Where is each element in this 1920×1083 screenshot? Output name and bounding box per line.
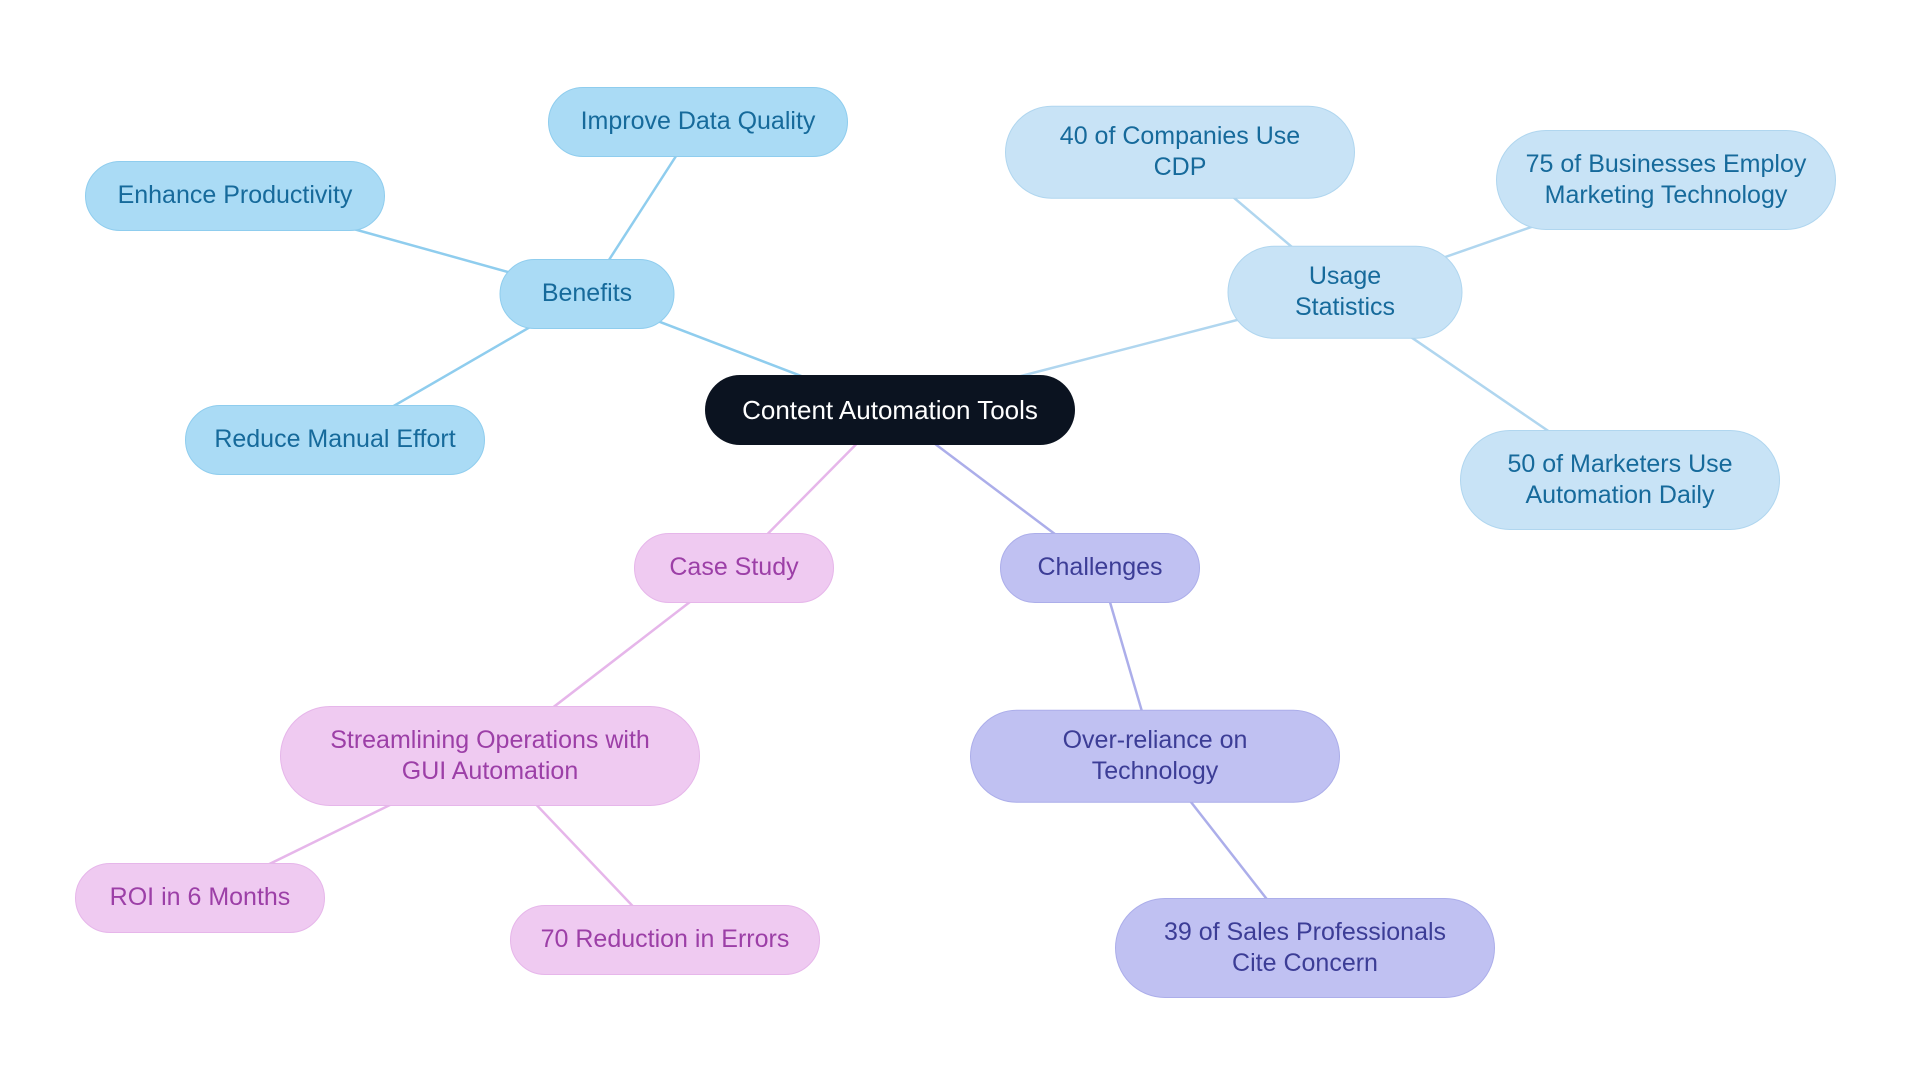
node-employ_tech: 75 of Businesses Employ Marketing Techno… [1496, 130, 1836, 230]
node-daily_auto: 50 of Marketers Use Automation Daily [1460, 430, 1780, 530]
node-label: Enhance Productivity [118, 180, 353, 211]
node-root: Content Automation Tools [705, 375, 1075, 445]
node-label: Reduce Manual Effort [214, 424, 455, 455]
node-roi: ROI in 6 Months [75, 863, 325, 933]
node-reduce_manual: Reduce Manual Effort [185, 405, 485, 475]
node-label: Content Automation Tools [742, 394, 1038, 427]
node-enhance_prod: Enhance Productivity [85, 161, 385, 231]
node-label: 75 of Businesses Employ Marketing Techno… [1525, 149, 1807, 212]
node-usage: Usage Statistics [1228, 246, 1463, 339]
node-label: 70 Reduction in Errors [541, 924, 790, 955]
node-benefits: Benefits [500, 259, 675, 329]
node-label: Challenges [1037, 552, 1162, 583]
node-concern: 39 of Sales Professionals Cite Concern [1115, 898, 1495, 998]
node-errors: 70 Reduction in Errors [510, 905, 820, 975]
node-label: 50 of Marketers Use Automation Daily [1489, 449, 1751, 512]
node-label: 40 of Companies Use CDP [1034, 121, 1326, 184]
node-label: Improve Data Quality [581, 106, 816, 137]
node-label: Usage Statistics [1257, 261, 1434, 324]
node-label: Streamlining Operations with GUI Automat… [309, 725, 671, 788]
node-use_cdp: 40 of Companies Use CDP [1005, 106, 1355, 199]
node-overreliance: Over-reliance on Technology [970, 710, 1340, 803]
node-gui_auto: Streamlining Operations with GUI Automat… [280, 706, 700, 806]
node-label: Case Study [669, 552, 798, 583]
node-challenges: Challenges [1000, 533, 1200, 603]
node-label: Benefits [542, 278, 632, 309]
node-label: 39 of Sales Professionals Cite Concern [1144, 917, 1466, 980]
node-improve_data: Improve Data Quality [548, 87, 848, 157]
node-label: ROI in 6 Months [110, 882, 291, 913]
node-label: Over-reliance on Technology [999, 725, 1311, 788]
node-case_study: Case Study [634, 533, 834, 603]
